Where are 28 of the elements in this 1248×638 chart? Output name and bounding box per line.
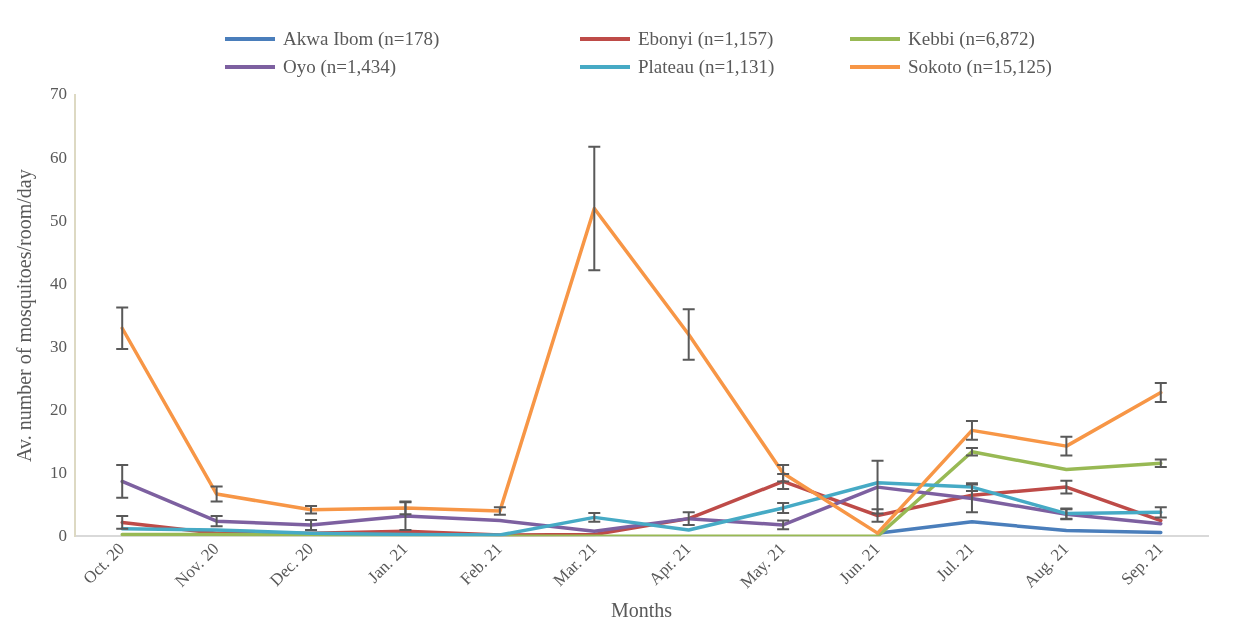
y-axis-title: Av. number of mosquitoes/room/day bbox=[13, 169, 37, 463]
legend-label: Plateau (n=1,131) bbox=[638, 56, 775, 78]
x-tick-label: May. 21 bbox=[736, 539, 790, 592]
x-tick-label: Nov. 20 bbox=[171, 539, 223, 591]
y-tick-label: 30 bbox=[50, 336, 67, 356]
x-tick-label: Dec. 20 bbox=[266, 539, 318, 590]
legend-label: Akwa Ibom (n=178) bbox=[283, 28, 440, 50]
y-tick-label: 10 bbox=[50, 462, 67, 482]
legend-label: Kebbi (n=6,872) bbox=[908, 28, 1035, 50]
x-tick-label: Sep. 21 bbox=[1117, 539, 1167, 589]
y-tick-label: 40 bbox=[50, 273, 67, 293]
x-tick-label: Jan. 21 bbox=[363, 539, 412, 587]
x-tick-label: Apr. 21 bbox=[645, 539, 695, 589]
x-tick-label: Feb. 21 bbox=[456, 539, 506, 589]
x-tick-label: Jul. 21 bbox=[932, 539, 978, 585]
legend-label: Ebonyi (n=1,157) bbox=[638, 28, 774, 50]
x-axis-title: Months bbox=[610, 599, 673, 622]
x-tick-label: Mar. 21 bbox=[549, 539, 601, 590]
x-tick-label: Aug. 21 bbox=[1020, 539, 1073, 592]
legend-label: Sokoto (n=15,125) bbox=[908, 56, 1052, 78]
y-tick-label: 70 bbox=[50, 84, 67, 104]
x-tick-label: Oct. 20 bbox=[79, 539, 129, 588]
x-tick-label: Jun. 21 bbox=[835, 539, 884, 588]
legend-label: Oyo (n=1,434) bbox=[283, 56, 397, 78]
y-tick-label: 0 bbox=[58, 525, 67, 545]
y-tick-label: 20 bbox=[50, 399, 67, 419]
y-tick-label: 50 bbox=[50, 210, 67, 230]
y-tick-label: 60 bbox=[50, 147, 67, 167]
